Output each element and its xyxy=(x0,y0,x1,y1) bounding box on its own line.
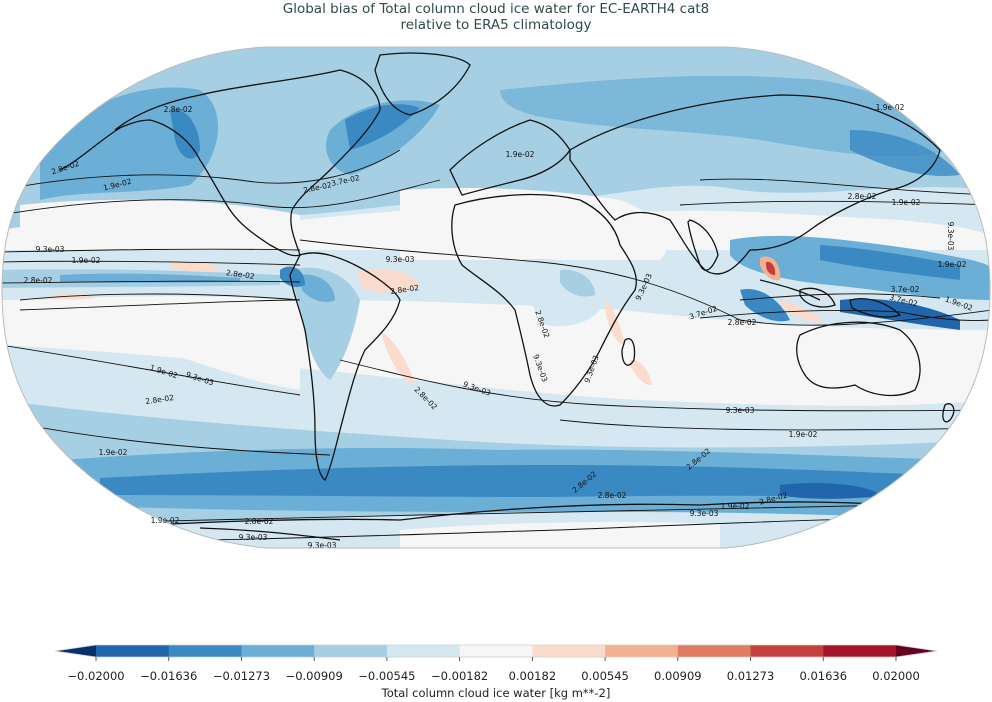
contour-label: 1.9e-02 xyxy=(938,260,967,269)
contour-label: 2.8e-02 xyxy=(225,268,255,281)
colorbar-tick-label: 0.02000 xyxy=(872,669,920,683)
svg-text:2.8e-02: 2.8e-02 xyxy=(24,276,53,285)
colorbar-segment xyxy=(96,645,170,657)
contour-label: 2.8e-02 xyxy=(164,105,193,114)
contour-label: 2.8e-02 xyxy=(24,276,53,285)
svg-text:9.3e-03: 9.3e-03 xyxy=(946,222,955,251)
svg-text:2.8e-02: 2.8e-02 xyxy=(145,393,175,406)
contour-label: 3.7e-02 xyxy=(891,285,920,294)
svg-text:1.9e-02: 1.9e-02 xyxy=(72,256,101,265)
svg-text:2.8e-02: 2.8e-02 xyxy=(225,268,255,281)
colorbar-tick-label: −0.01636 xyxy=(140,669,197,683)
svg-text:9.3e-03: 9.3e-03 xyxy=(386,255,415,264)
contour-label: 9.3e-03 xyxy=(386,255,415,264)
contour-label: 9.3e-03 xyxy=(946,222,955,251)
contour-label: 1.9e-02 xyxy=(506,150,535,159)
svg-text:2.8e-02: 2.8e-02 xyxy=(728,318,757,327)
contour-label: 1.9e-02 xyxy=(151,516,180,525)
contour-label: 1.9e-02 xyxy=(876,103,905,112)
colorbar-segment xyxy=(314,645,388,657)
contour-label: 1.9e-02 xyxy=(72,256,101,265)
colorbar-segment xyxy=(605,645,679,657)
map-field xyxy=(2,47,990,548)
colorbar-segment xyxy=(677,645,752,657)
contour-label: 1.9e-02 xyxy=(892,198,921,207)
contour-label: 2.8e-02 xyxy=(390,283,420,296)
colorbar-segment xyxy=(750,645,824,657)
map-title-line1: Global bias of Total column cloud ice wa… xyxy=(282,1,710,17)
colorbar-tick-label: 0.00545 xyxy=(581,669,629,683)
contour-label: 9.3e-03 xyxy=(690,509,719,518)
svg-text:2.8e-02: 2.8e-02 xyxy=(390,283,420,296)
svg-text:9.3e-03: 9.3e-03 xyxy=(239,533,268,542)
contour-label: 2.8e-02 xyxy=(598,491,627,500)
svg-text:1.9e-02: 1.9e-02 xyxy=(151,516,180,525)
contour-label: 1.9e-02 xyxy=(789,430,818,439)
colorbar-tick-label: −0.01273 xyxy=(213,669,270,683)
svg-text:1.9e-02: 1.9e-02 xyxy=(721,502,750,511)
svg-text:9.3e-03: 9.3e-03 xyxy=(690,509,719,518)
colorbar-tick-label: −0.00909 xyxy=(286,669,343,683)
colorbar-segment xyxy=(823,645,897,657)
svg-text:2.8e-02: 2.8e-02 xyxy=(598,491,627,500)
svg-text:1.9e-02: 1.9e-02 xyxy=(892,198,921,207)
contour-label: 2.8e-02 xyxy=(145,393,175,406)
svg-text:9.3e-03: 9.3e-03 xyxy=(308,541,337,550)
svg-text:2.8e-02: 2.8e-02 xyxy=(164,105,193,114)
contour-label: 2.8e-02 xyxy=(848,192,877,201)
colorbar-tick-label: 0.01636 xyxy=(799,669,847,683)
contour-label: 2.8e-02 xyxy=(728,318,757,327)
contour-label: 1.9e-02 xyxy=(721,502,750,511)
map-title-line2: relative to ERA5 climatology xyxy=(400,17,592,33)
colorbar-tick-label: −0.00545 xyxy=(358,669,415,683)
colorbar-tick-label: 0.00909 xyxy=(654,669,702,683)
colorbar-tick-label: 0.01273 xyxy=(727,669,775,683)
svg-text:3.7e-02: 3.7e-02 xyxy=(891,285,920,294)
svg-text:1.9e-02: 1.9e-02 xyxy=(99,448,128,457)
colorbar-segment xyxy=(532,645,606,657)
svg-text:9.3e-03: 9.3e-03 xyxy=(36,245,65,254)
contours xyxy=(2,149,990,541)
colorbar-ticks: −0.02000 −0.01636 −0.01273 −0.00909 −0.00545… xyxy=(67,657,920,683)
colorbar-segment xyxy=(459,645,533,657)
contour-label: 1.9e-02 xyxy=(99,448,128,457)
svg-text:9.3e-03: 9.3e-03 xyxy=(726,406,755,415)
svg-text:1.9e-02: 1.9e-02 xyxy=(876,103,905,112)
map-border xyxy=(1,46,991,549)
svg-text:1.9e-02: 1.9e-02 xyxy=(938,260,967,269)
coastlines xyxy=(59,52,955,541)
colorbar-segment xyxy=(241,645,315,657)
contour-labels: 9.3e-031.9e-022.8e-02 2.8e-022.8e-021.9e-… xyxy=(24,103,975,550)
colorbar-segment xyxy=(386,645,461,657)
bias-map: 9.3e-031.9e-022.8e-02 2.8e-022.8e-021.9e-… xyxy=(1,46,991,550)
colorbar-segment xyxy=(168,645,242,657)
contour-label: 9.3e-03 xyxy=(726,406,755,415)
contour-label: 2.8e-02 xyxy=(245,517,274,526)
colorbar-extend-max xyxy=(896,645,937,657)
svg-text:2.8e-02: 2.8e-02 xyxy=(245,517,274,526)
colorbar-tick-label: −0.02000 xyxy=(67,669,124,683)
svg-text:1.9e-02: 1.9e-02 xyxy=(789,430,818,439)
colorbar-segments xyxy=(54,644,938,658)
svg-text:1.9e-02: 1.9e-02 xyxy=(506,150,535,159)
contour-label: 9.3e-03 xyxy=(239,533,268,542)
contour-label: 9.3e-03 xyxy=(36,245,65,254)
colorbar-tick-label: −0.00182 xyxy=(431,669,488,683)
colorbar-label: Total column cloud ice water [kg m**-2] xyxy=(381,686,611,700)
colorbar-extend-min xyxy=(55,645,96,657)
svg-text:2.8e-02: 2.8e-02 xyxy=(848,192,877,201)
colorbar-tick-label: 0.00182 xyxy=(509,669,557,683)
contour-label: 9.3e-03 xyxy=(308,541,337,550)
